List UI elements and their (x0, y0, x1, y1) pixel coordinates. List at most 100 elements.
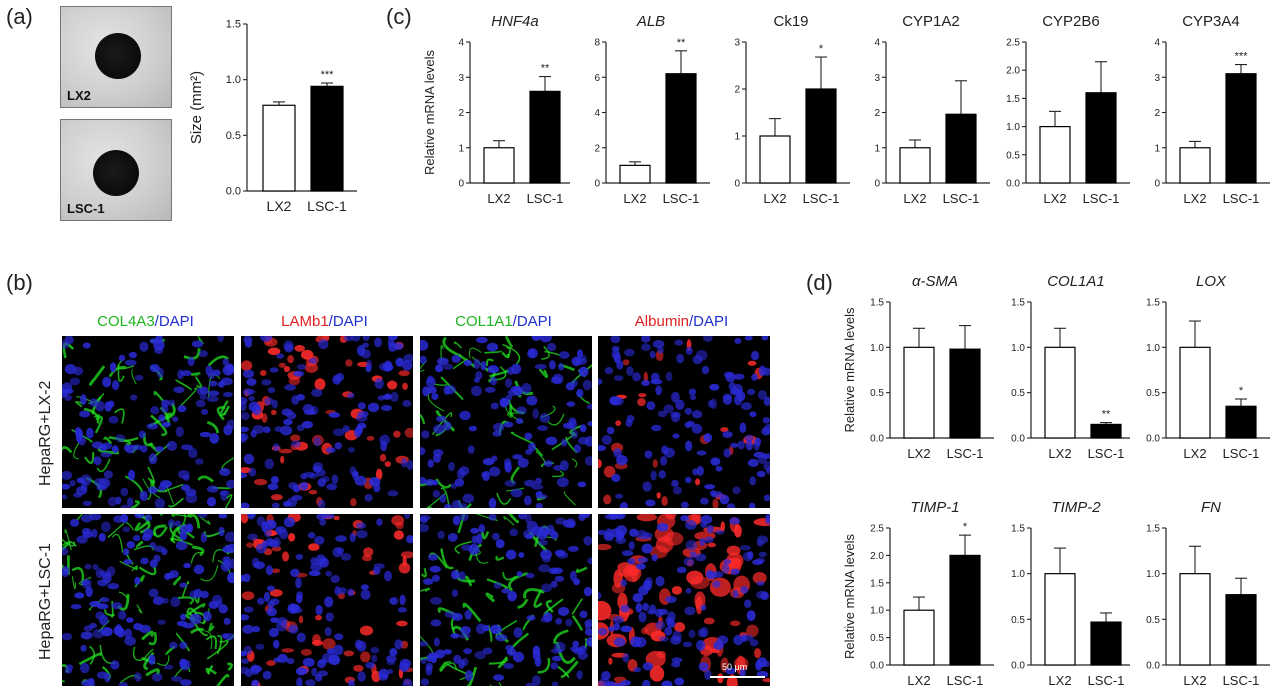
stain-fiber (204, 630, 213, 650)
nucleus (276, 353, 285, 359)
y-tick-label: 1.5 (1006, 94, 1020, 105)
micrograph-lsc1-col4a3 (62, 514, 234, 686)
nucleus (539, 413, 551, 423)
nucleus (602, 681, 612, 686)
stain-fiber (508, 514, 520, 524)
stain-fiber (489, 684, 492, 686)
nucleus (402, 678, 413, 686)
nucleus (104, 672, 111, 683)
nucleus (762, 416, 770, 424)
nucleus (422, 578, 434, 585)
y-tick-label: 0.5 (1146, 615, 1160, 626)
nucleus (577, 651, 588, 660)
nucleus (427, 375, 434, 384)
nucleus (733, 634, 744, 646)
nucleus (134, 514, 145, 519)
stain-blob (290, 434, 301, 442)
nucleus (546, 524, 555, 535)
nucleus (566, 401, 576, 407)
nucleus (730, 442, 739, 448)
nucleus (365, 661, 376, 669)
stain-fiber (157, 655, 170, 666)
stain-fiber (433, 383, 448, 386)
x-tick-label: LX2 (623, 191, 646, 206)
stain-fiber (93, 414, 101, 421)
stain-fiber (111, 533, 124, 553)
nucleus (651, 554, 658, 562)
stain-blob (752, 572, 767, 584)
stain-fiber (190, 372, 201, 376)
y-tick-label: 2.5 (1006, 38, 1020, 49)
stain-fiber (508, 572, 528, 592)
stain-fiber (469, 347, 482, 359)
bar-lsc1 (1225, 405, 1257, 439)
nucleus (683, 557, 695, 567)
nucleus (161, 421, 171, 428)
micrograph-lx2-col1a1 (420, 336, 592, 508)
nucleus (733, 394, 743, 406)
nucleus (69, 377, 81, 386)
nucleus (330, 574, 340, 584)
stain-fiber (119, 560, 139, 570)
nucleus (615, 536, 627, 545)
micrograph-lx2-col4a3 (62, 336, 234, 508)
nucleus (505, 549, 517, 560)
nucleus (747, 388, 756, 396)
nucleus (317, 670, 328, 677)
nucleus (490, 624, 502, 635)
chart-hnf4a: HNF4a Relative mRNA levels 0 1 2 3 4 LX2 LSC-1 ** (422, 13, 570, 206)
nucleus (432, 490, 441, 498)
nucleus (296, 677, 303, 686)
nucleus (124, 359, 137, 366)
chart-cyp2b6: CYP2B6 0.0 0.5 1.0 1.5 2.0 2.5 LX2 LSC-1 (1006, 13, 1130, 206)
nucleus (153, 554, 161, 563)
y-tick-label: 3 (1154, 73, 1160, 84)
nucleus (146, 423, 159, 430)
nucleus (703, 433, 713, 443)
nucleus (342, 425, 350, 433)
nucleus (486, 342, 499, 352)
nucleus (635, 563, 646, 570)
bar-lsc1 (1090, 621, 1122, 666)
nucleus (703, 336, 713, 342)
nucleus (598, 445, 607, 451)
nucleus (427, 386, 437, 394)
x-tick-label: LSC-1 (1083, 191, 1120, 206)
nucleus (462, 493, 475, 504)
nucleus (273, 657, 282, 663)
nucleus (474, 650, 486, 660)
nucleus (646, 609, 656, 615)
nucleus (680, 515, 690, 522)
marker-text: COL4A3 (97, 313, 155, 330)
nucleus (366, 359, 373, 370)
nucleus (140, 557, 149, 565)
nucleus (277, 617, 288, 626)
nucleus (634, 636, 647, 648)
stain-fiber (485, 592, 496, 603)
bar-lsc1 (529, 90, 561, 184)
nucleus (302, 657, 315, 667)
nucleus (326, 648, 335, 655)
nucleus (223, 559, 230, 569)
column-header-col4a3: COL4A3/DAPI (58, 313, 233, 330)
nucleus (328, 412, 341, 418)
nucleus (709, 489, 717, 497)
nucleus (340, 553, 352, 561)
nucleus (632, 593, 644, 603)
stain-blob (294, 344, 305, 352)
stain-fiber (571, 598, 583, 615)
nucleus (242, 624, 254, 634)
nucleus (100, 451, 112, 458)
nucleus (672, 486, 683, 495)
stain-blob (734, 524, 742, 538)
chart-col1a1: COL1A1 0.0 0.5 1.0 1.5 LX2 LSC-1 ** (1011, 273, 1130, 461)
nucleus (697, 628, 707, 638)
stain-blob (712, 498, 719, 508)
nucleus (84, 563, 92, 570)
stain-fiber (136, 540, 144, 549)
nucleus (118, 354, 126, 362)
nucleus (98, 532, 106, 542)
y-tick-label: 0.0 (226, 186, 241, 198)
nucleus (507, 590, 517, 602)
nucleus (110, 660, 120, 670)
